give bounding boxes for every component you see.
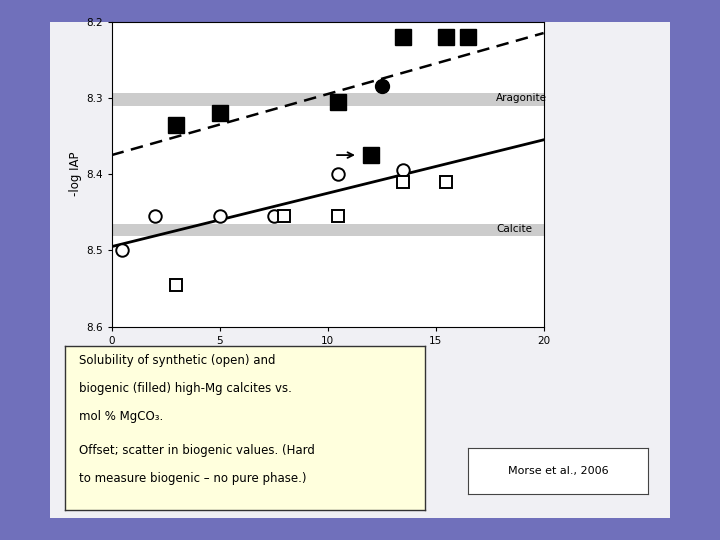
Y-axis label: -log IAP: -log IAP: [69, 152, 82, 197]
Text: mol % MgCO₃.: mol % MgCO₃.: [79, 410, 163, 423]
Text: to measure biogenic – no pure phase.): to measure biogenic – no pure phase.): [79, 472, 307, 485]
Text: biogenic (filled) high-Mg calcites vs.: biogenic (filled) high-Mg calcites vs.: [79, 382, 292, 395]
Text: Calcite: Calcite: [496, 224, 532, 234]
Text: Offset; scatter in biogenic values. (Hard: Offset; scatter in biogenic values. (Har…: [79, 444, 315, 457]
Text: Solubility of synthetic (open) and: Solubility of synthetic (open) and: [79, 354, 276, 367]
Bar: [112, 93, 544, 105]
X-axis label: mol% MgCO₃: mol% MgCO₃: [289, 350, 366, 363]
Bar: [112, 224, 544, 236]
Text: Morse et al., 2006: Morse et al., 2006: [508, 466, 608, 476]
Text: Aragonite: Aragonite: [496, 93, 547, 103]
